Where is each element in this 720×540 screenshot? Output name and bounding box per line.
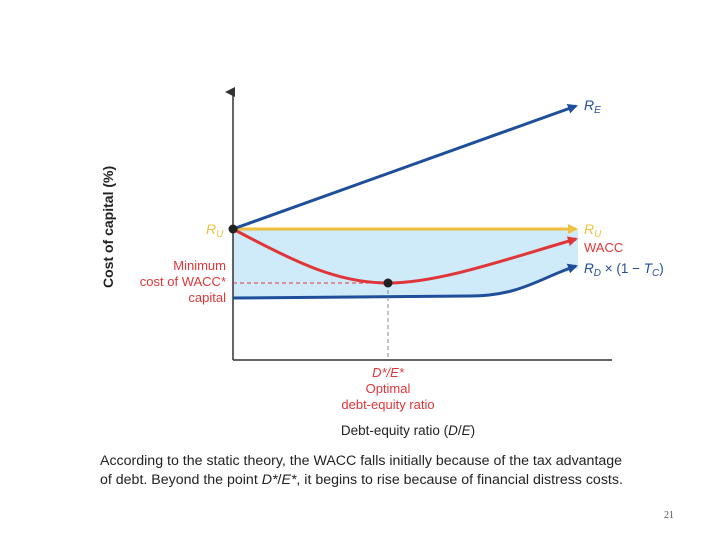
optimal-ratio-symbol: D*/E* (372, 365, 405, 380)
optimal-ratio-line3: debt-equity ratio (341, 397, 434, 412)
ru-intercept-point (228, 224, 238, 234)
ru-right-label: RU (584, 221, 602, 240)
caption: According to the static theory, the WACC… (100, 452, 690, 490)
y-axis-label: Cost of capital (%) (100, 166, 116, 288)
min-wacc-line3: capital (188, 290, 226, 305)
page-number: 21 (664, 510, 674, 521)
min-wacc-line2: cost of WACC* (140, 274, 226, 289)
caption-line-2: of debt. Beyond the point D*/E*, it begi… (100, 472, 623, 488)
wacc-label: WACC (584, 240, 623, 255)
caption-line-1: According to the static theory, the WACC… (100, 453, 623, 469)
min-wacc-line1: Minimum (173, 258, 226, 273)
rd-after-tax-label: RD × (1 − TC) (584, 261, 664, 279)
optimal-ratio-line2: Optimal (366, 381, 411, 396)
min-wacc-point (383, 278, 393, 288)
ru-left-label: RU (206, 221, 224, 240)
rd-after-tax-line (232, 263, 578, 300)
re-line (232, 103, 578, 231)
shaded-region (233, 229, 578, 298)
re-label: RE (584, 97, 601, 116)
x-axis-label: Debt-equity ratio (D/E) (341, 423, 475, 438)
